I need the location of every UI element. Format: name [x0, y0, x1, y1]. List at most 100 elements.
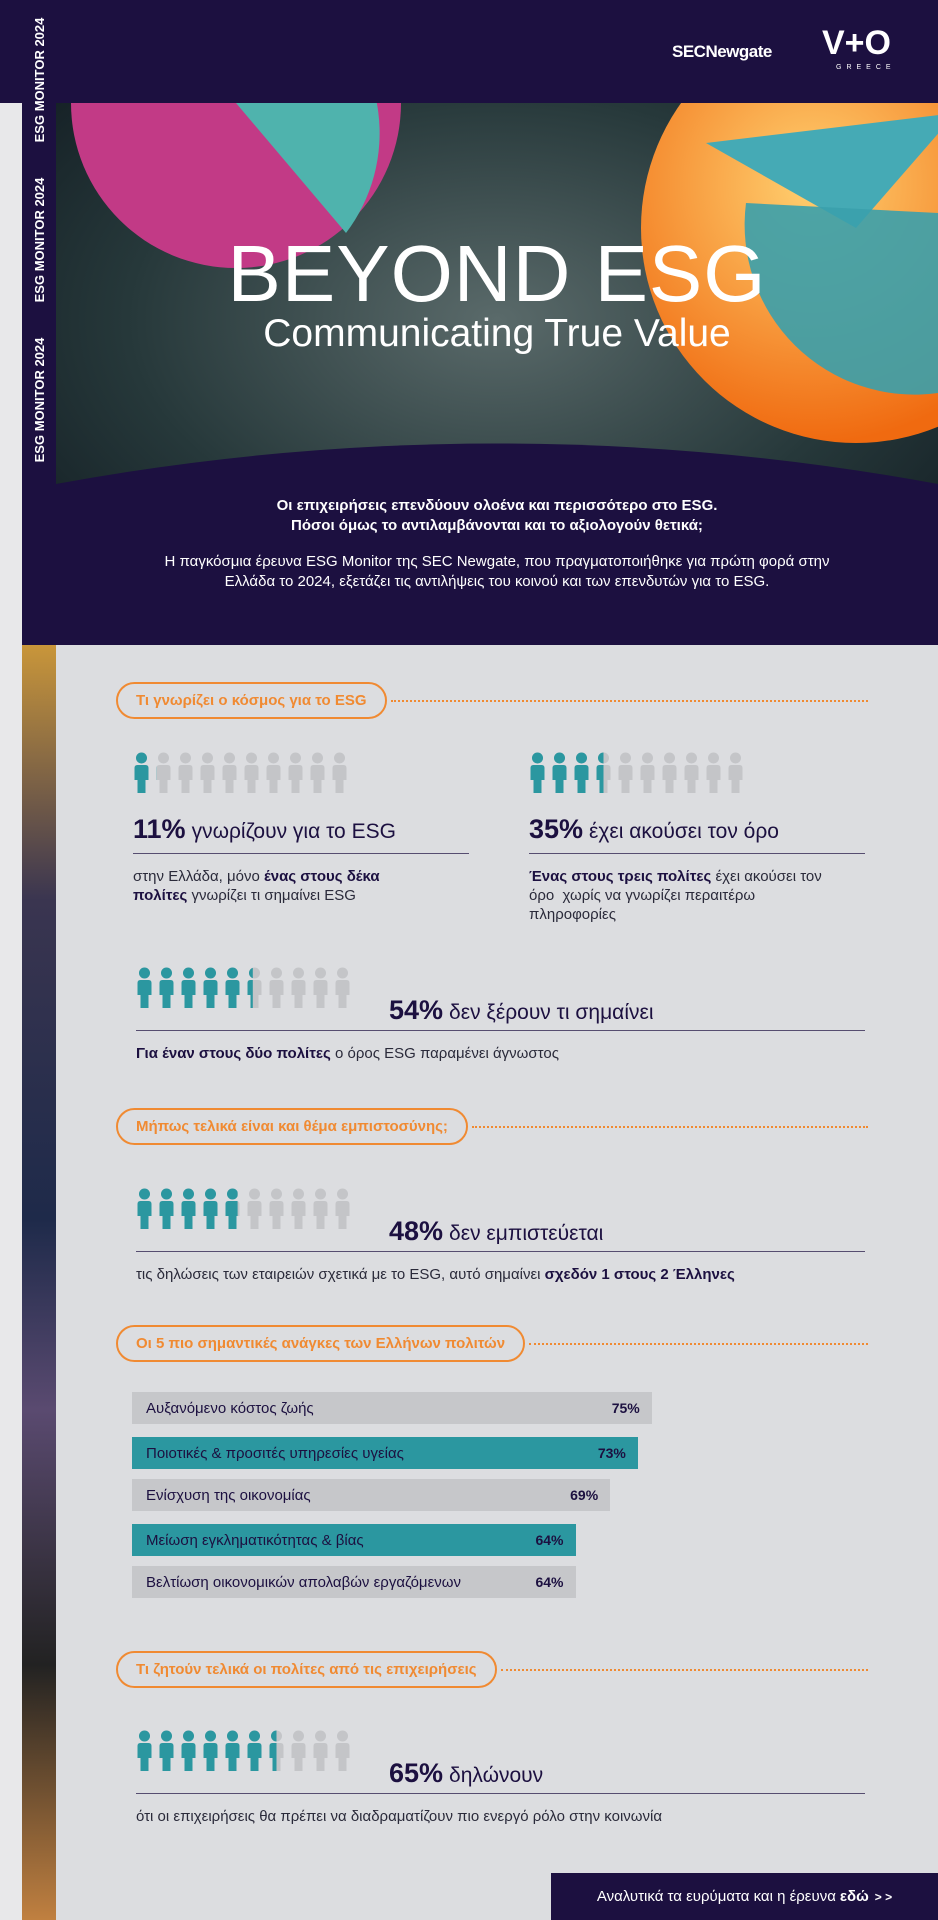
dotted-rule [529, 1342, 868, 1345]
pictogram [137, 967, 350, 1008]
sidebar: ESG MONITOR 2024 ESG MONITOR 2024 ESG MO… [22, 0, 56, 645]
figure-body [332, 765, 347, 793]
stat-heading: 54% δεν ξέρουν τι σημαίνει [389, 995, 654, 1026]
desc-part: ένας στους δέκα πολίτες [133, 868, 384, 904]
figure-filled-body [574, 765, 589, 793]
figure-filled-body [247, 1743, 262, 1771]
figure-head [224, 752, 235, 764]
pictogram-fill [137, 1730, 277, 1771]
stat-desc: ότι οι επιχειρήσεις θα πρέπει να διαδραμ… [136, 1807, 865, 1826]
figure-head [337, 967, 348, 979]
stat-text: δεν ξέρουν τι σημαίνει [449, 1001, 654, 1024]
brand-logo: V+O [822, 24, 891, 62]
figure-filled-body [530, 765, 545, 793]
figure-filled-head [227, 967, 238, 979]
figure-filled-head [205, 967, 216, 979]
section-heading-row: Μήπως τελικά είναι και θέμα εμπιστοσύνης… [116, 1108, 868, 1145]
need-label: Μείωση εγκληματικότητας & βίας [146, 1532, 364, 1549]
figure-body [310, 765, 325, 793]
figure-filled-body [269, 1743, 277, 1771]
figure-filled-head [205, 1188, 216, 1200]
figure-body [728, 765, 743, 793]
desc-part: Για έναν στους δύο πολίτες [136, 1045, 331, 1062]
intro-line: Πόσοι όμως το αντιλαμβάνονται και το αξι… [291, 517, 703, 534]
stat-text: έχει ακούσει τον όρο [589, 820, 779, 843]
report-link[interactable]: Αναλυτικά τα ευρύματα και η έρευνα εδώ > … [551, 1873, 938, 1920]
figure-filled-body [225, 1201, 238, 1229]
figure-filled-body [159, 1201, 174, 1229]
figure-body [200, 765, 215, 793]
divider [133, 853, 469, 854]
figure-head [337, 1188, 348, 1200]
figure-filled-body [181, 980, 196, 1008]
figure-filled-body [225, 980, 240, 1008]
figure-head [290, 752, 301, 764]
sidebar-label: ESG MONITOR 2024 [32, 177, 47, 303]
figure-filled-body [203, 1201, 218, 1229]
stat-text: γνωρίζουν για το ESG [191, 820, 396, 843]
section-heading-row: Τι ζητούν τελικά οι πολίτες από τις επιχ… [116, 1651, 868, 1688]
figure-filled-body [225, 1743, 240, 1771]
hero-image [56, 103, 938, 645]
figure-filled-head [183, 1730, 194, 1742]
desc-part: στην Ελλάδα, μόνο [133, 868, 264, 885]
figure-body [269, 1201, 284, 1229]
intro-line: Οι επιχειρήσεις επενδύουν ολοένα και περ… [276, 497, 718, 514]
figure-body [662, 765, 677, 793]
figure-body [269, 980, 284, 1008]
figure-filled-body [137, 1201, 152, 1229]
figure-body [291, 1201, 306, 1229]
figure-head [249, 1188, 260, 1200]
need-bar: Ποιοτικές & προσιτές υπηρεσίες υγείας 73% [132, 1437, 638, 1469]
figure-head [337, 1730, 348, 1742]
intro-text: Η παγκόσμια έρευνα ESG Monitor της SEC N… [164, 553, 830, 590]
pictogram-fill [137, 1188, 238, 1229]
hero-subtitle: Communicating True Value [263, 312, 731, 355]
figure-body [313, 1743, 328, 1771]
need-label: Ποιοτικές & προσιτές υπηρεσίες υγείας [146, 1445, 404, 1462]
brand-sub: GREECE [836, 64, 896, 71]
figure-head [334, 752, 345, 764]
need-bar: Μείωση εγκληματικότητας & βίας 64% [132, 1524, 576, 1556]
need-value: 64% [535, 1574, 564, 1590]
pictogram [530, 752, 743, 793]
need-value: 69% [570, 1487, 599, 1503]
section-heading-row: Οι 5 πιο σημαντικές ανάγκες των Ελλήνων … [116, 1325, 868, 1362]
dotted-rule [500, 1668, 868, 1671]
figure-filled-body [596, 765, 604, 793]
divider [136, 1030, 865, 1031]
figure-head [293, 1188, 304, 1200]
pictogram [137, 1730, 350, 1771]
side-strip [22, 645, 56, 1920]
hero-title: BEYOND ESG [227, 229, 767, 318]
figure-filled-head [161, 1730, 172, 1742]
figure-filled-head [161, 1188, 172, 1200]
dotted-rule [471, 1125, 868, 1128]
pictogram [137, 1188, 350, 1229]
need-value: 75% [611, 1400, 640, 1416]
link-arrows: > > [874, 1889, 893, 1904]
figure-filled-head [554, 752, 565, 764]
figure-head [642, 752, 653, 764]
figure-filled-body [134, 765, 149, 793]
figure-filled-head [576, 752, 587, 764]
section-heading: Οι 5 πιο σημαντικές ανάγκες των Ελλήνων … [116, 1325, 526, 1362]
figure-head [271, 967, 282, 979]
figure-head [664, 752, 675, 764]
figure-filled-head [139, 967, 150, 979]
stat-value: 65% [389, 1758, 444, 1788]
stat-text: δηλώνουν [449, 1764, 544, 1787]
figure-body [313, 1201, 328, 1229]
figure-body [640, 765, 655, 793]
need-label: Ενίσχυση της οικονομίας [146, 1487, 311, 1504]
figure-body [335, 1201, 350, 1229]
figure-filled-head [136, 752, 147, 764]
figure-filled-head [139, 1188, 150, 1200]
figure-body [288, 765, 303, 793]
stat-value: 54% [389, 995, 444, 1025]
stat-value: 11% [133, 814, 186, 844]
figure-filled-head [249, 1730, 260, 1742]
figure-head [246, 752, 257, 764]
figure-body [156, 765, 171, 793]
desc-part: ότι οι επιχειρήσεις θα πρέπει να διαδραμ… [136, 1808, 663, 1825]
